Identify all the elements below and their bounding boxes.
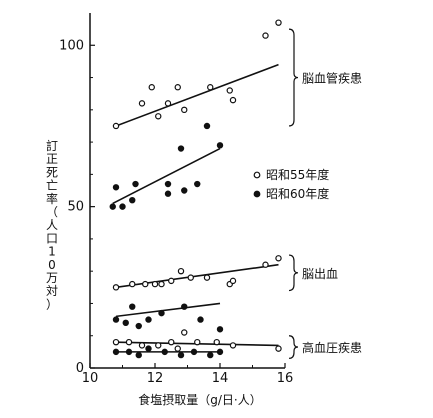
- group-label: 脳出血: [302, 267, 338, 281]
- open-data-point: [226, 87, 233, 94]
- open-data-point: [142, 280, 149, 288]
- open-data-point: [158, 280, 165, 288]
- filled-data-point: [177, 145, 185, 152]
- open-data-point: [229, 277, 237, 285]
- open-data-point: [138, 342, 146, 349]
- y-tick-label: 50: [67, 200, 84, 215]
- open-data-point: [181, 329, 188, 336]
- fit-line: [112, 147, 221, 205]
- open-data-point: [174, 345, 181, 352]
- filled-data-point: [112, 348, 120, 356]
- fit-lines: [112, 63, 279, 353]
- filled-data-point: [181, 303, 188, 310]
- open-data-point: [155, 113, 162, 120]
- filled-data-point: [177, 351, 185, 359]
- y-tick-label: 100: [59, 38, 84, 53]
- filled-data-point: [181, 187, 188, 194]
- open-data-point: [112, 284, 120, 291]
- open-data-point: [151, 280, 159, 288]
- filled-data-point: [197, 316, 204, 323]
- filled-data-point: [129, 303, 136, 310]
- open-data-point: [213, 338, 220, 346]
- y-axis-label: 訂正死亡率（人口 1 0 万対）: [46, 138, 58, 311]
- open-data-point: [275, 255, 282, 262]
- open-data-point: [207, 84, 214, 91]
- filled-data-point: [122, 319, 129, 327]
- y-tick-label: 0: [76, 361, 84, 376]
- open-data-point: [155, 342, 162, 349]
- axes: 10 12 14 16 0 50 100: [59, 13, 293, 386]
- filled-data-point: [216, 326, 224, 333]
- x-tick-label: 12: [147, 371, 164, 386]
- filled-data-point: [145, 316, 152, 323]
- filled-data-point: [194, 180, 201, 188]
- filled-data-point: [216, 142, 224, 149]
- x-tick-label: 16: [277, 371, 294, 386]
- filled-data-point: [164, 190, 172, 197]
- open-data-point: [112, 338, 120, 346]
- open-data-point: [275, 345, 282, 352]
- legend-label: 昭和60年度: [266, 186, 329, 201]
- legend-open-marker: [253, 171, 261, 179]
- filled-data-point: [129, 196, 136, 204]
- axis-labels: 食塩摂取量（g/日·人） 訂正死亡率（人口 1 0 万対）: [46, 138, 262, 407]
- x-axis-label: 食塩摂取量（g/日·人）: [138, 392, 261, 407]
- filled-data-point: [190, 348, 198, 356]
- x-tick-label: 10: [82, 371, 99, 386]
- open-data-point: [148, 84, 155, 91]
- open-data-point: [194, 338, 201, 346]
- filled-data-point: [145, 345, 152, 352]
- filled-data-point: [135, 322, 142, 330]
- open-data-point: [181, 106, 188, 114]
- group-label: 脳血管疾患: [302, 71, 362, 86]
- open-data-point: [174, 84, 181, 91]
- open-data-point: [138, 100, 146, 107]
- group-label: 高血圧疾患: [302, 340, 362, 355]
- open-data-point: [203, 274, 211, 281]
- filled-data-point: [158, 309, 165, 317]
- fit-line: [115, 63, 279, 127]
- data-points: [109, 19, 282, 359]
- group-bracket: [288, 254, 299, 292]
- filled-data-point: [132, 180, 139, 188]
- open-data-point: [229, 96, 237, 104]
- filled-data-point: [216, 348, 224, 356]
- open-data-point: [112, 122, 120, 130]
- open-data-point: [262, 261, 269, 268]
- x-tick-label: 14: [212, 371, 229, 386]
- filled-data-point: [112, 316, 120, 323]
- open-data-point: [262, 32, 269, 39]
- open-data-point: [187, 274, 194, 281]
- filled-data-point: [161, 348, 168, 356]
- fit-line: [115, 263, 279, 289]
- filled-data-point: [125, 348, 133, 356]
- filled-data-point: [119, 203, 126, 210]
- filled-data-point: [203, 122, 211, 130]
- open-data-point: [129, 280, 136, 288]
- legend-label: 昭和55年度: [266, 167, 329, 182]
- legend-filled-marker: [253, 190, 261, 198]
- open-data-point: [125, 338, 133, 346]
- open-data-point: [177, 267, 185, 275]
- open-data-point: [168, 277, 175, 285]
- group-bracket: [288, 28, 299, 127]
- open-data-point: [164, 100, 172, 107]
- open-data-point: [168, 338, 175, 346]
- filled-data-point: [109, 203, 116, 210]
- filled-data-point: [207, 351, 214, 359]
- fit-line: [115, 302, 221, 318]
- open-data-point: [275, 19, 282, 26]
- filled-data-point: [164, 180, 172, 188]
- filled-data-point: [135, 351, 142, 359]
- open-data-point: [229, 342, 237, 349]
- filled-data-point: [112, 184, 120, 191]
- group-bracket: [288, 335, 299, 359]
